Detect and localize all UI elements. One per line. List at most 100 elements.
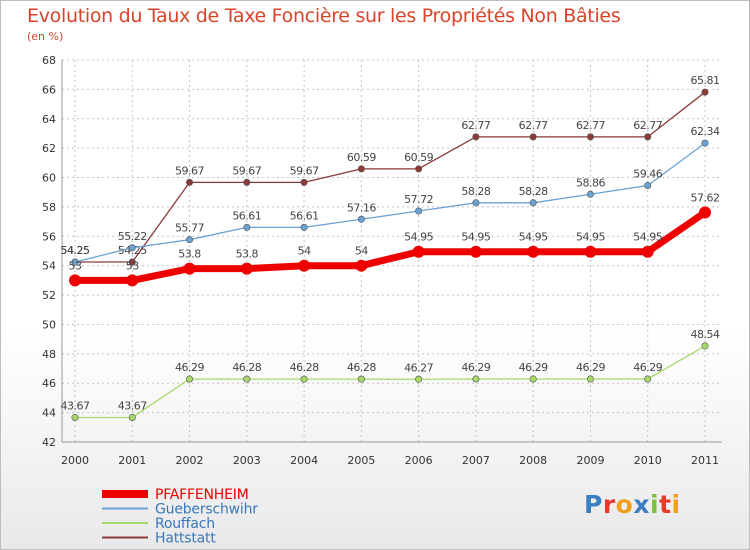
data-point-hattstatt	[644, 133, 652, 141]
data-label-pfaffenheim: 53	[69, 259, 82, 272]
data-label-rouffach: 46.28	[347, 361, 376, 374]
data-label-gueberschwihr: 57.72	[404, 193, 433, 206]
data-label-pfaffenheim: 53.8	[236, 248, 259, 261]
data-point-hattstatt	[586, 133, 594, 141]
y-tick-label: 46	[42, 377, 56, 390]
data-label-gueberschwihr: 54.25	[61, 244, 90, 257]
data-point-gueberschwihr	[300, 223, 308, 231]
data-label-gueberschwihr: 58.28	[461, 185, 490, 198]
y-tick-label: 64	[42, 113, 56, 126]
data-point-pfaffenheim	[183, 262, 196, 275]
data-label-gueberschwihr: 55.77	[175, 222, 204, 235]
data-label-pfaffenheim: 54.95	[404, 231, 433, 244]
y-tick-label: 68	[42, 54, 56, 67]
series-line-gueberschwihr	[74, 142, 706, 263]
series-pfaffenheim: 53 53 53.8 53.8 54 54 54.95 54.95 54.95 54.95 54.9…	[69, 192, 720, 287]
data-label-rouffach: 46.29	[633, 361, 662, 374]
y-tick-label: 60	[42, 172, 56, 185]
series-layer: 54.2554.2559.6759.6759.6760.5960.5962.77…	[61, 74, 720, 421]
data-label-rouffach: 48.54	[691, 328, 720, 341]
y-tick-label: 58	[42, 201, 56, 214]
data-point-hattstatt	[300, 178, 308, 186]
data-point-rouffach	[529, 375, 537, 383]
data-point-gueberschwihr	[644, 181, 652, 189]
data-label-pfaffenheim: 54	[298, 245, 311, 258]
data-label-rouffach: 46.28	[290, 361, 319, 374]
data-point-hattstatt	[529, 133, 537, 141]
data-label-pfaffenheim: 57.62	[691, 192, 720, 205]
y-tick-label: 48	[42, 348, 56, 361]
data-label-gueberschwihr: 56.61	[232, 209, 261, 222]
data-label-hattstatt: 59.67	[290, 164, 319, 177]
axes: 42 44 46 48 50 52 54 56 58 60 62 64 66 68 2000 2001 2002…	[42, 54, 722, 467]
data-label-gueberschwihr: 56.61	[290, 209, 319, 222]
data-point-pfaffenheim	[412, 245, 425, 258]
data-label-hattstatt: 62.77	[519, 119, 548, 132]
data-label-gueberschwihr: 58.28	[519, 185, 548, 198]
data-label-hattstatt: 60.59	[404, 151, 433, 164]
x-tick-label: 2001	[118, 454, 146, 467]
data-point-gueberschwihr	[71, 258, 79, 266]
data-label-pfaffenheim: 54.95	[633, 231, 662, 244]
x-tick-label: 2005	[347, 454, 375, 467]
data-label-hattstatt: 60.59	[347, 151, 376, 164]
data-label-gueberschwihr: 58.86	[576, 176, 605, 189]
data-point-gueberschwihr	[701, 139, 709, 147]
data-point-pfaffenheim	[355, 259, 368, 272]
series-line-hattstatt	[74, 91, 706, 263]
data-label-rouffach: 46.29	[461, 361, 490, 374]
data-label-hattstatt: 62.77	[461, 119, 490, 132]
legend-label-rouffach: Rouffach	[155, 516, 215, 532]
data-point-pfaffenheim	[699, 206, 711, 219]
data-point-rouffach	[71, 413, 79, 421]
x-tick-label: 2002	[176, 454, 204, 467]
data-label-gueberschwihr: 59.46	[633, 167, 662, 180]
y-tick-label: 62	[42, 142, 56, 155]
legend: PFAFFENHEIMGueberschwihrRouffachHattstat…	[102, 487, 258, 547]
data-label-rouffach: 46.29	[576, 361, 605, 374]
x-tick-label: 2006	[405, 454, 433, 467]
data-point-rouffach	[415, 375, 423, 383]
data-point-hattstatt	[472, 133, 480, 141]
data-label-rouffach: 46.27	[404, 361, 433, 374]
data-label-hattstatt: 59.67	[232, 164, 261, 177]
data-point-pfaffenheim	[527, 245, 540, 258]
data-label-gueberschwihr: 57.16	[347, 201, 376, 214]
data-point-pfaffenheim	[126, 274, 139, 287]
data-point-pfaffenheim	[469, 245, 482, 258]
data-point-gueberschwihr	[472, 199, 480, 207]
x-tick-label: 2003	[233, 454, 261, 467]
data-point-hattstatt	[415, 165, 423, 173]
data-label-rouffach: 46.28	[232, 361, 261, 374]
data-point-rouffach	[300, 375, 308, 383]
data-label-hattstatt: 62.77	[633, 119, 662, 132]
data-point-rouffach	[472, 375, 480, 383]
data-point-gueberschwihr	[415, 207, 423, 215]
proxiti-logo: Proxiti	[584, 490, 681, 519]
x-tick-label: 2000	[61, 454, 89, 467]
series-gueberschwihr: 54.25 55.22 55.77 56.61 56.61 57.16 57.72 58.28…	[61, 125, 720, 266]
data-label-gueberschwihr: 62.34	[691, 125, 720, 138]
series-rouffach: 43.67 43.67 46.29 46.28 46.28 46.28 46.27 46.29…	[61, 328, 720, 421]
y-tick-label: 56	[42, 230, 56, 243]
data-label-pfaffenheim: 54	[355, 245, 368, 258]
data-point-pfaffenheim	[584, 245, 597, 258]
data-point-pfaffenheim	[69, 274, 81, 287]
chart-title: Evolution du Taux de Taxe Foncière sur l…	[27, 5, 621, 27]
data-label-pfaffenheim: 54.95	[519, 231, 548, 244]
data-point-rouffach	[701, 342, 709, 350]
data-point-gueberschwihr	[586, 190, 594, 198]
data-point-gueberschwihr	[529, 199, 537, 207]
data-label-rouffach: 43.67	[61, 399, 90, 412]
data-point-gueberschwihr	[357, 215, 365, 223]
data-point-hattstatt	[186, 178, 194, 186]
data-point-hattstatt	[357, 165, 365, 173]
legend-label-hattstatt: Hattstatt	[155, 531, 216, 547]
y-tick-label: 42	[42, 436, 56, 449]
grid	[62, 59, 722, 443]
data-label-pfaffenheim: 53	[126, 259, 139, 272]
data-point-hattstatt	[701, 88, 709, 96]
data-point-rouffach	[243, 375, 251, 383]
